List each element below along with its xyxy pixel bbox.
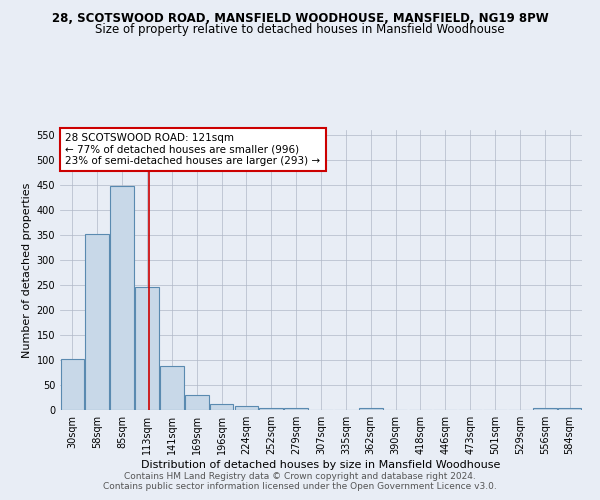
Bar xyxy=(359,408,383,410)
Bar xyxy=(210,404,233,410)
Bar xyxy=(110,186,134,410)
Text: 28, SCOTSWOOD ROAD, MANSFIELD WOODHOUSE, MANSFIELD, NG19 8PW: 28, SCOTSWOOD ROAD, MANSFIELD WOODHOUSE,… xyxy=(52,12,548,26)
X-axis label: Distribution of detached houses by size in Mansfield Woodhouse: Distribution of detached houses by size … xyxy=(142,460,500,470)
Text: Size of property relative to detached houses in Mansfield Woodhouse: Size of property relative to detached ho… xyxy=(95,22,505,36)
Bar xyxy=(533,408,557,410)
Bar xyxy=(61,358,84,410)
Bar xyxy=(558,408,581,410)
Text: Contains public sector information licensed under the Open Government Licence v3: Contains public sector information licen… xyxy=(103,482,497,491)
Y-axis label: Number of detached properties: Number of detached properties xyxy=(22,182,32,358)
Bar xyxy=(160,366,184,410)
Bar xyxy=(235,406,258,410)
Bar xyxy=(185,395,209,410)
Text: 28 SCOTSWOOD ROAD: 121sqm
← 77% of detached houses are smaller (996)
23% of semi: 28 SCOTSWOOD ROAD: 121sqm ← 77% of detac… xyxy=(65,133,320,166)
Bar xyxy=(259,408,283,410)
Text: Contains HM Land Registry data © Crown copyright and database right 2024.: Contains HM Land Registry data © Crown c… xyxy=(124,472,476,481)
Bar xyxy=(85,234,109,410)
Bar xyxy=(135,287,159,410)
Bar xyxy=(284,408,308,410)
